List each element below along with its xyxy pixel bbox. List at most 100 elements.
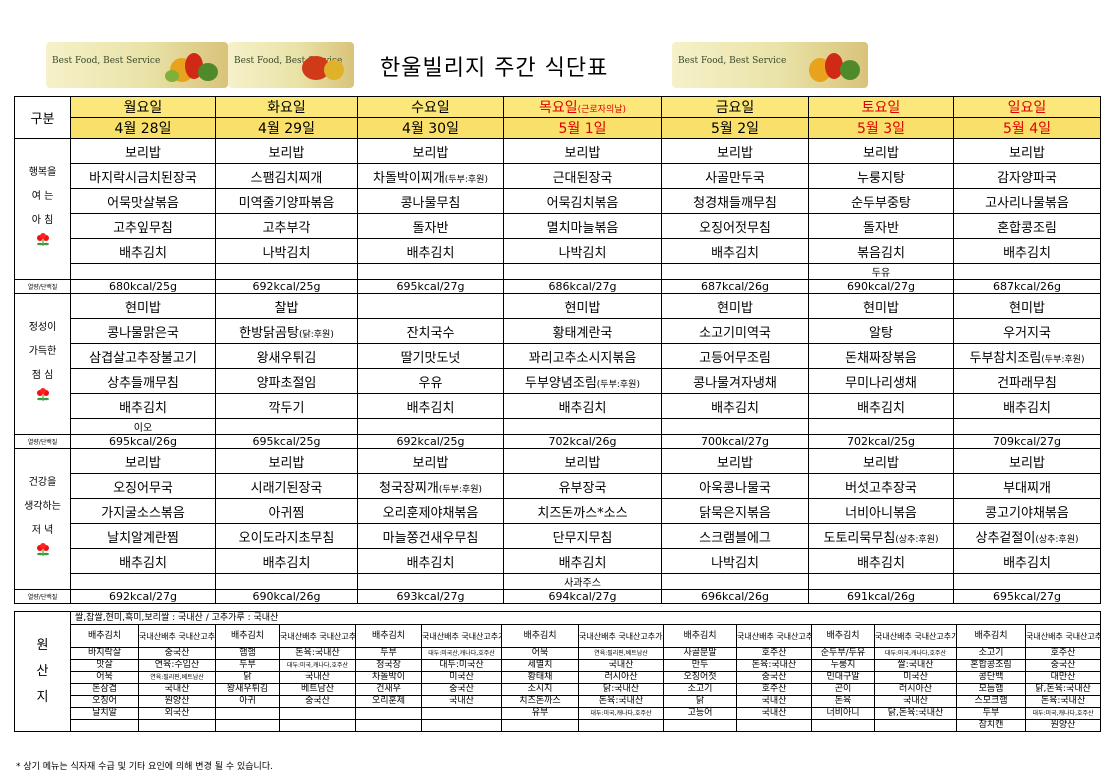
origin-cell: 소고기 xyxy=(663,683,737,696)
extra-row: 두유 xyxy=(15,263,1101,280)
menu-item: 보리밥 xyxy=(215,448,358,474)
menu-item-text: 양파초절임 xyxy=(256,375,317,391)
origin-cell: 러시아산 xyxy=(874,683,957,696)
menu-item: 순두부중탕 xyxy=(808,188,954,214)
origin-header-item: 배추김치 xyxy=(501,624,579,648)
menu-item: 배추김치 xyxy=(70,393,216,419)
origin-header-source: 국내산배추 국내산고추가루 xyxy=(138,624,216,648)
menu-item: 보리밥 xyxy=(661,138,809,164)
vegetables-icon xyxy=(302,56,344,80)
menu-item-row: 가지굴소스볶음 아귀찜 오리훈제야채볶음 치즈돈까스*소스 닭묵은지볶음 너비아니볶음 콩고… xyxy=(15,498,1101,524)
origin-row: 바지락살 중국산 햄햄 돈육:국내산 두부 대두:미국산,캐나다,호주산 어묵 연육:필리핀,… xyxy=(15,647,1102,660)
origin-cell: 닭:국내산 xyxy=(578,683,664,696)
menu-item: 나박김치 xyxy=(215,238,358,264)
menu-item-note: (상추:후원) xyxy=(1035,534,1079,545)
menu-item-text: 현미밥 xyxy=(863,300,899,316)
origin-cell: 사골분말 xyxy=(663,647,737,660)
meal-label: 행복을 xyxy=(28,167,57,178)
menu-item: 오리훈제야채볶음 xyxy=(357,498,504,524)
extra-row: 사과주스 xyxy=(15,573,1101,590)
origin-cell: 오징어 xyxy=(70,695,139,708)
origin-cell: 대두:미국,캐나다,호주산 xyxy=(279,659,356,672)
meal-label-cell: 정성이 가득한 점 심 xyxy=(14,293,71,435)
menu-item: 감자양파국 xyxy=(953,163,1101,189)
menu-item-note: (두부:후원) xyxy=(1041,354,1085,365)
origin-cell: 돈삼겹 xyxy=(70,683,139,696)
menu-item: 돈채짜장볶음 xyxy=(808,343,954,369)
page-header: Best Food, Best Service Best Food, Best … xyxy=(0,0,1116,96)
extra-item xyxy=(70,263,216,280)
origin-cell: 중국산 xyxy=(736,671,812,684)
menu-item: 현미밥 xyxy=(953,293,1101,319)
menu-item: 고사리나물볶음 xyxy=(953,188,1101,214)
origin-cell: 국내산 xyxy=(874,695,957,708)
menu-item-text: 배추김치 xyxy=(119,555,167,571)
day-date: 4월 29일 xyxy=(215,117,358,139)
extra-item xyxy=(808,573,954,590)
banner-text: Best Food, Best Service xyxy=(678,56,787,66)
extra-item xyxy=(953,418,1101,435)
menu-item-text: 배추김치 xyxy=(711,400,759,416)
weekly-menu-table: 구분 월요일 화요일 수요일 목요일(근로자의날) 금요일 토요일 일요일 4월 28일 4월 2… xyxy=(14,96,1101,604)
menu-item-text: 딸기맛도넛 xyxy=(400,350,461,366)
menu-item-text: 배추김치 xyxy=(1003,400,1051,416)
menu-item: 삼겹살고추장불고기 xyxy=(70,343,216,369)
menu-item-text: 너비아니볶음 xyxy=(845,505,917,521)
origin-cell: 대만산 xyxy=(1024,671,1102,684)
menu-item-text: 건파래무침 xyxy=(997,375,1057,391)
origin-cell: 스모크햄 xyxy=(956,695,1026,708)
menu-item: 시래기된장국 xyxy=(215,473,358,499)
kcal-label: 열량/단백질 xyxy=(14,589,71,604)
origin-cell: 차돌박이 xyxy=(355,671,422,684)
origin-cell xyxy=(663,719,737,732)
vegetables-icon xyxy=(165,53,218,82)
origin-label: 원 xyxy=(36,637,49,653)
origin-row: 오징어 원양산 아귀 중국산 오리훈제 국내산 치즈돈까스 돈육:국내산 닭 국내산 돈육 국내산 스모… xyxy=(15,695,1102,708)
menu-item-text: 보리밥 xyxy=(412,145,449,161)
menu-item-note: (두부:후원) xyxy=(444,174,488,185)
kcal-value: 692kcal/27g xyxy=(70,589,216,604)
menu-item: 너비아니볶음 xyxy=(808,498,954,524)
menu-item-row: 정성이 가득한 점 심 현미밥 찰밥 현미밥 현미밥 현미밥 현미밥 xyxy=(14,293,1101,435)
menu-item-note: (두부:후원) xyxy=(438,484,482,495)
kcal-value: 702kcal/25g xyxy=(808,434,954,449)
kcal-value: 687kcal/26g xyxy=(661,279,809,294)
menu-item-text: 보리밥 xyxy=(564,455,601,471)
menu-item-row: 어묵맛살볶음 미역줄기양파볶음 콩나물무침 어묵김치볶음 청경채들깨무침 순두부중탕 고사리… xyxy=(15,188,1101,214)
day-name: 월요일 xyxy=(123,100,163,116)
banner-right: Best Food, Best Service xyxy=(672,42,868,88)
flower-icon xyxy=(16,388,70,412)
meal-label: 아 침 xyxy=(31,215,54,226)
menu-item: 가지굴소스볶음 xyxy=(70,498,216,524)
menu-item: 상추들깨무침 xyxy=(70,368,216,394)
menu-item: 마늘쫑건새우무침 xyxy=(357,523,504,549)
extra-item: 이오 xyxy=(70,418,216,435)
menu-item-text: 왕새우튀김 xyxy=(256,350,317,366)
menu-item-text: 배추김치 xyxy=(406,245,455,261)
menu-item: 보리밥 xyxy=(70,448,216,474)
kcal-value: 695kcal/25g xyxy=(215,434,358,449)
menu-item-text: 버섯고추장국 xyxy=(845,480,917,496)
origin-header-item: 배추김치 xyxy=(811,624,875,648)
menu-item: 딸기맛도넛 xyxy=(357,343,504,369)
origin-cell: 두부 xyxy=(355,647,422,660)
menu-item: 보리밥 xyxy=(357,138,504,164)
origin-cell xyxy=(736,719,812,732)
menu-item-text: 고추잎무침 xyxy=(113,220,173,236)
menu-item-text: 가지굴소스볶음 xyxy=(101,505,185,521)
origin-cell: 미국산 xyxy=(421,671,502,684)
menu-item-text: 돌자반 xyxy=(412,220,449,236)
menu-item: 보리밥 xyxy=(953,138,1101,164)
menu-item-note: (두부:후원) xyxy=(596,379,640,390)
day-date: 5월 4일 xyxy=(953,117,1101,139)
origin-cell: 국내산 xyxy=(736,707,812,720)
menu-item: 배추김치 xyxy=(953,548,1101,574)
extra-item xyxy=(70,573,216,590)
extra-row: 이오 xyxy=(15,418,1101,435)
menu-item-text: 나박김치 xyxy=(262,245,311,261)
menu-item: 고추부각 xyxy=(215,213,358,239)
origin-cell: 연육:수입산 xyxy=(138,659,216,672)
menu-item-text: 부대찌개 xyxy=(1003,480,1051,496)
menu-item-text: 보리밥 xyxy=(1009,145,1045,161)
